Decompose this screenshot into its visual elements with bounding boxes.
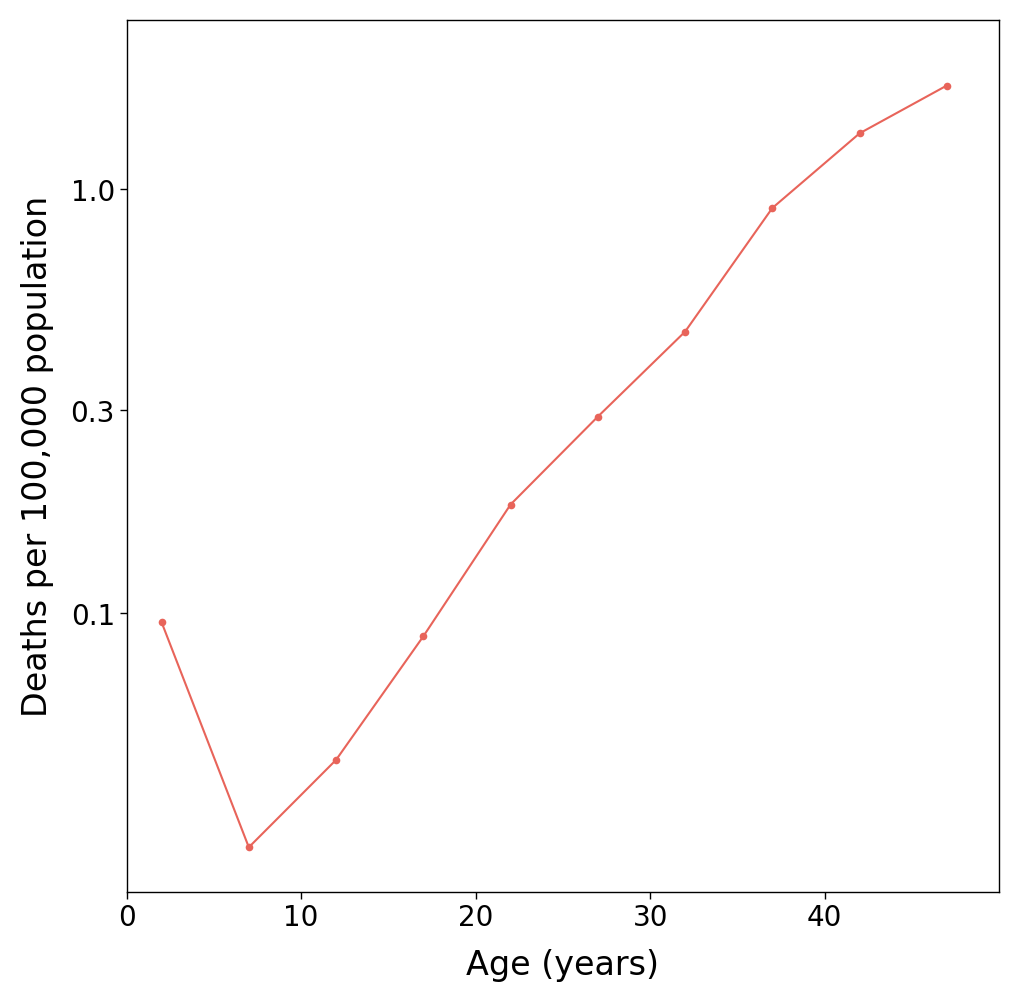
- Y-axis label: Deaths per 100,000 population: Deaths per 100,000 population: [20, 196, 54, 716]
- X-axis label: Age (years): Age (years): [466, 948, 658, 981]
